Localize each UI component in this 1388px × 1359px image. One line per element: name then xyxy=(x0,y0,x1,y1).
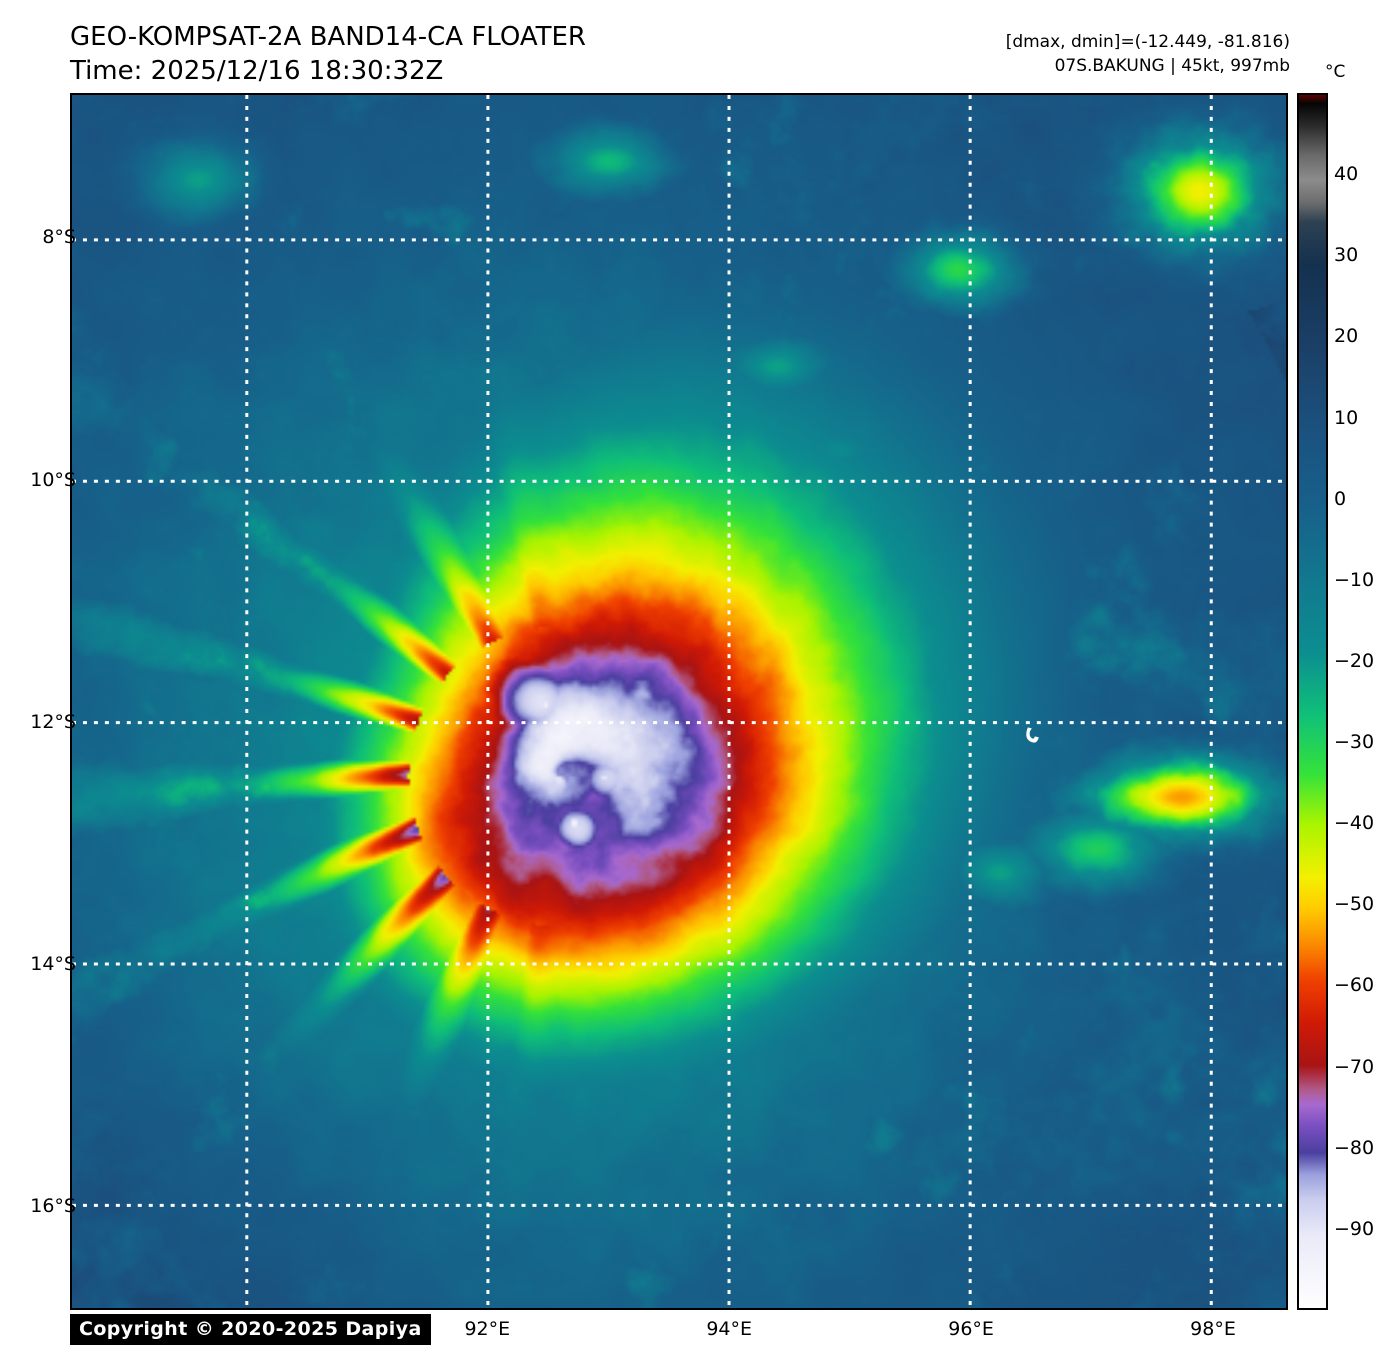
colorbar-tick-labels: 40 30 20 10 0 −10 −20 −30 −40 −50 −60 −70 −80 −90 xyxy=(1334,93,1388,1310)
longitude-tick-4: 98°E xyxy=(1190,1318,1236,1340)
colorbar-tick-12: −80 xyxy=(1334,1136,1375,1159)
dmax-dmin-label: [dmax, dmin]=(-12.449, -81.816) xyxy=(1005,32,1290,52)
latitude-tick-2: 12°S xyxy=(30,710,76,733)
metadata-block: [dmax, dmin]=(-12.449, -81.816) 07S.BAKU… xyxy=(1006,30,1290,78)
title-block: GEO-KOMPSAT-2A BAND14-CA FLOATER Time: 2… xyxy=(70,20,586,88)
storm-info-label: 07S.BAKUNG | 45kt, 997mb xyxy=(1054,56,1290,76)
colorbar-tick-10: −60 xyxy=(1334,974,1375,997)
temperature-colorbar xyxy=(1297,93,1328,1310)
colorbar-tick-7: −30 xyxy=(1334,731,1375,754)
colorbar-gradient xyxy=(1299,95,1326,1308)
colorbar-tick-11: −70 xyxy=(1334,1055,1375,1078)
colorbar-tick-5: −10 xyxy=(1334,568,1375,591)
copyright-banner: Copyright © 2020-2025 Dapiya xyxy=(70,1314,431,1345)
page-title: GEO-KOMPSAT-2A BAND14-CA FLOATER xyxy=(70,22,587,52)
timestamp-label: Time: 2025/12/16 18:30:32Z xyxy=(70,56,444,86)
longitude-tick-3: 96°E xyxy=(948,1318,994,1340)
colorbar-tick-6: −20 xyxy=(1334,649,1375,672)
satellite-infrared-raster xyxy=(72,95,1286,1308)
colorbar-tick-9: −50 xyxy=(1334,893,1375,916)
latitude-tick-0: 8°S xyxy=(42,226,76,249)
colorbar-tick-2: 20 xyxy=(1334,325,1359,348)
latitude-tick-4: 16°S xyxy=(30,1195,76,1218)
latitude-tick-1: 10°S xyxy=(30,468,76,491)
satellite-image-panel xyxy=(70,93,1288,1310)
longitude-tick-1: 92°E xyxy=(464,1318,511,1340)
colorbar-tick-1: 30 xyxy=(1334,244,1359,267)
colorbar-unit-label: °C xyxy=(1325,62,1346,82)
colorbar-tick-0: 40 xyxy=(1334,163,1359,186)
colorbar-tick-13: −90 xyxy=(1334,1217,1375,1240)
ir-brightness-temperature-raster xyxy=(72,95,1286,1308)
colorbar-tick-8: −40 xyxy=(1334,812,1375,835)
longitude-tick-2: 94°E xyxy=(706,1318,753,1340)
colorbar-tick-4: 0 xyxy=(1334,487,1347,510)
coastline-marker-icon xyxy=(1026,727,1039,743)
latitude-tick-3: 14°S xyxy=(30,952,76,975)
colorbar-tick-3: 10 xyxy=(1334,406,1359,429)
